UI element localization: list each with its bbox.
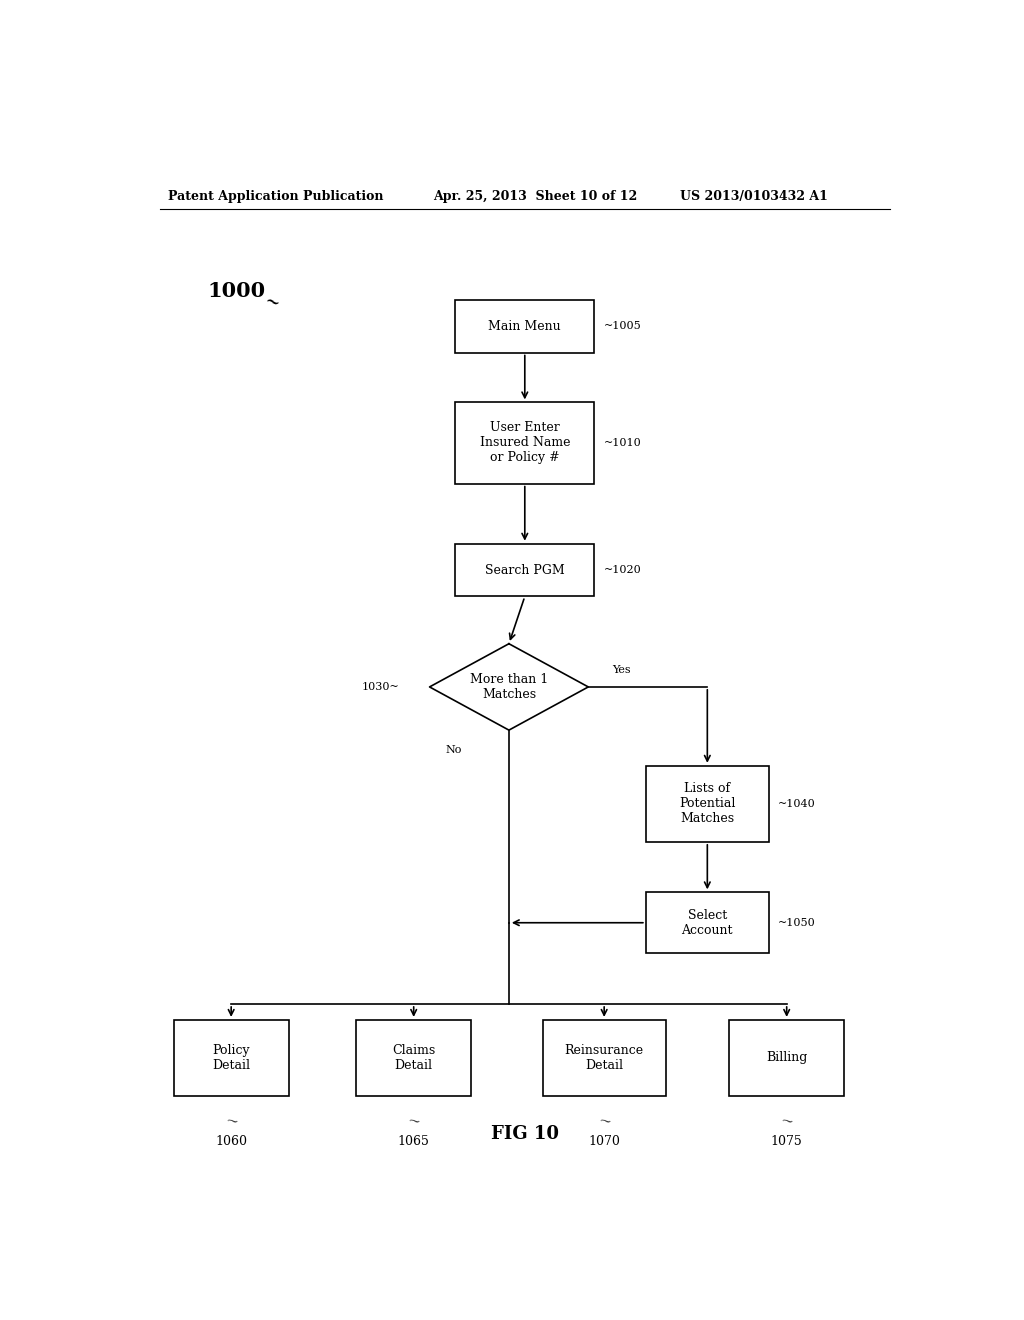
FancyBboxPatch shape	[456, 544, 594, 597]
Text: User Enter
Insured Name
or Policy #: User Enter Insured Name or Policy #	[479, 421, 570, 465]
Text: ~: ~	[779, 1114, 795, 1130]
FancyBboxPatch shape	[646, 766, 769, 842]
Text: ~: ~	[407, 1114, 421, 1130]
Text: 1060: 1060	[215, 1135, 247, 1147]
Text: Policy
Detail: Policy Detail	[212, 1044, 250, 1072]
FancyBboxPatch shape	[456, 300, 594, 352]
FancyBboxPatch shape	[729, 1020, 844, 1096]
Text: FIG 10: FIG 10	[490, 1125, 559, 1143]
Text: US 2013/0103432 A1: US 2013/0103432 A1	[680, 190, 827, 202]
Text: ~1005: ~1005	[604, 321, 641, 331]
Text: ~1040: ~1040	[778, 799, 816, 809]
Text: Search PGM: Search PGM	[485, 564, 564, 577]
Text: Billing: Billing	[766, 1052, 807, 1064]
Text: ~1050: ~1050	[778, 917, 816, 928]
Text: Apr. 25, 2013  Sheet 10 of 12: Apr. 25, 2013 Sheet 10 of 12	[433, 190, 638, 202]
Polygon shape	[430, 644, 588, 730]
Text: Claims
Detail: Claims Detail	[392, 1044, 435, 1072]
FancyBboxPatch shape	[456, 403, 594, 483]
Text: ~: ~	[597, 1114, 611, 1130]
Text: 1075: 1075	[771, 1135, 803, 1147]
Text: Yes: Yes	[612, 665, 631, 675]
Text: More than 1
Matches: More than 1 Matches	[470, 673, 548, 701]
Text: Patent Application Publication: Patent Application Publication	[168, 190, 383, 202]
FancyBboxPatch shape	[646, 892, 769, 953]
FancyBboxPatch shape	[174, 1020, 289, 1096]
Text: No: No	[445, 746, 462, 755]
Text: ~: ~	[261, 292, 282, 314]
Text: 1000: 1000	[207, 281, 265, 301]
Text: Reinsurance
Detail: Reinsurance Detail	[564, 1044, 644, 1072]
Text: Main Menu: Main Menu	[488, 319, 561, 333]
Text: 1030~: 1030~	[362, 682, 399, 692]
Text: ~1020: ~1020	[604, 565, 641, 576]
Text: 1065: 1065	[397, 1135, 430, 1147]
FancyBboxPatch shape	[356, 1020, 471, 1096]
FancyBboxPatch shape	[543, 1020, 666, 1096]
Text: Select
Account: Select Account	[682, 908, 733, 937]
Text: ~: ~	[223, 1114, 239, 1130]
Text: ~1010: ~1010	[604, 438, 641, 447]
Text: 1070: 1070	[588, 1135, 621, 1147]
Text: Lists of
Potential
Matches: Lists of Potential Matches	[679, 783, 735, 825]
